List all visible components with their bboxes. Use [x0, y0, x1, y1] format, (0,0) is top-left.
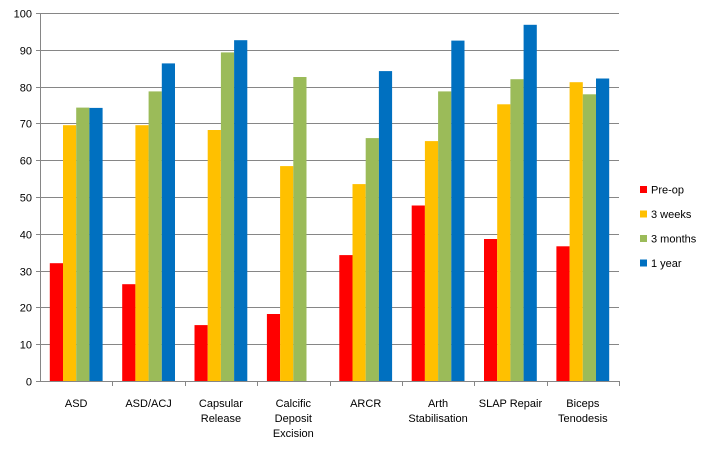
bar-1-year-1: [161, 63, 175, 382]
x-tick-label: SLAP Repair: [479, 398, 543, 410]
legend-label: 3 weeks: [651, 209, 692, 221]
legend-swatch: [640, 186, 647, 193]
legend-label: Pre-op: [651, 185, 684, 197]
bar-pre-op-6: [484, 239, 498, 381]
x-tick-label-line: Tenodesis: [558, 413, 608, 425]
x-tick-label-line: Arth: [428, 398, 448, 410]
y-tick-label: 80: [20, 83, 32, 95]
y-tick-label: 30: [20, 267, 32, 279]
x-tick-label-line: ARCR: [350, 398, 381, 410]
bar-3-months-3: [293, 77, 307, 381]
bar-pre-op-3: [266, 314, 281, 381]
bar-pre-op-2: [194, 325, 208, 381]
y-tick-label: 0: [26, 377, 32, 389]
bar-3-months-2: [220, 52, 235, 382]
y-tick-label: 50: [20, 193, 32, 205]
x-tick-label-line: Stabilisation: [408, 413, 467, 425]
bar-pre-op-5: [411, 205, 425, 381]
legend-swatch: [640, 210, 647, 218]
x-tick-label-line: Calcific: [276, 398, 312, 410]
bar-3-months-6: [510, 79, 524, 381]
x-tick-label: Calcific Deposit Excision: [273, 398, 314, 440]
x-tick-label: Biceps Tenodesis: [558, 398, 608, 425]
y-tick-label: 20: [20, 303, 32, 315]
x-tick-label-line: Release: [201, 413, 241, 425]
bar-3-months-1: [148, 91, 162, 382]
bar-3-weeks-0: [63, 125, 77, 381]
bar-3-months-0: [76, 107, 90, 381]
legend-swatch: [640, 259, 647, 267]
legend: Pre-op 3 weeks 3 months 1 year: [640, 185, 697, 270]
y-tick-label: 10: [20, 340, 32, 352]
bar-3-weeks-3: [280, 166, 294, 381]
x-tick-label: Capsular Release: [199, 398, 243, 425]
x-tick-label-line: SLAP Repair: [479, 398, 543, 410]
bar-3-weeks-5: [424, 141, 439, 381]
y-tick-label: 70: [20, 119, 32, 131]
bar-3-months-5: [438, 91, 452, 382]
bar-1-year-4: [378, 71, 393, 381]
bar-3-weeks-6: [497, 104, 511, 382]
x-tick-label-line: Excision: [273, 428, 314, 440]
legend-label: 3 months: [651, 234, 697, 246]
legend-label: 1 year: [651, 258, 682, 270]
bars: [49, 24, 610, 382]
axes: 0 10 20 30 40 50 60 70 80 90 100 ASD ASD/ACJ Capsular…: [14, 9, 620, 440]
x-tick-label-line: Capsular: [199, 398, 243, 410]
bar-1-year-2: [234, 40, 248, 381]
bar-3-months-4: [365, 138, 379, 381]
legend-swatch: [640, 235, 647, 242]
bar-3-weeks-2: [207, 130, 221, 381]
bar-1-year-7: [596, 78, 610, 381]
x-tick-label: ASD: [65, 398, 88, 410]
bar-3-weeks-4: [352, 184, 366, 381]
bar-3-weeks-1: [135, 125, 149, 381]
y-tick-label: 100: [14, 9, 32, 21]
bar-1-year-5: [451, 40, 465, 381]
y-tick-label: 60: [20, 156, 32, 168]
bar-1-year-6: [523, 24, 537, 382]
y-tick-label: 90: [20, 46, 32, 58]
bar-3-weeks-7: [569, 82, 583, 381]
bar-1-year-0: [89, 107, 103, 382]
bar-pre-op-1: [122, 284, 136, 381]
x-tick-label: ASD/ACJ: [125, 398, 171, 410]
bar-pre-op-7: [556, 246, 570, 381]
x-tick-label-line: ASD: [65, 398, 88, 410]
bar-pre-op-0: [49, 263, 63, 381]
x-tick-label: ARCR: [350, 398, 381, 410]
x-tick-label-line: Deposit: [275, 413, 312, 425]
x-tick-label-line: ASD/ACJ: [125, 398, 171, 410]
x-tick-label-line: Biceps: [566, 398, 600, 410]
y-tick-label: 40: [20, 230, 32, 242]
x-tick-label: Arth Stabilisation: [408, 398, 467, 425]
bar-pre-op-4: [339, 255, 353, 381]
bar-3-months-7: [582, 94, 596, 382]
